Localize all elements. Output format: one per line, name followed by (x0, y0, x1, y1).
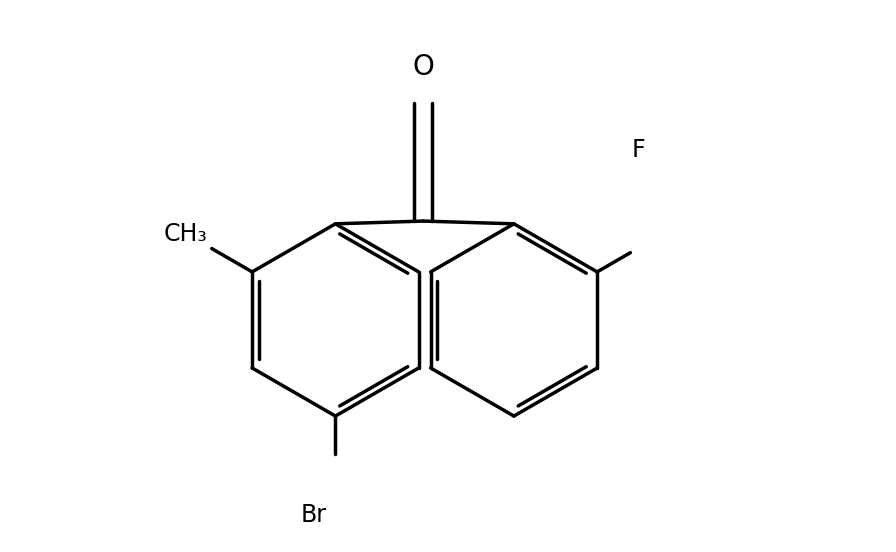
Text: CH₃: CH₃ (163, 222, 207, 246)
Text: Br: Br (300, 503, 326, 527)
Text: F: F (632, 137, 646, 162)
Text: O: O (412, 54, 435, 81)
